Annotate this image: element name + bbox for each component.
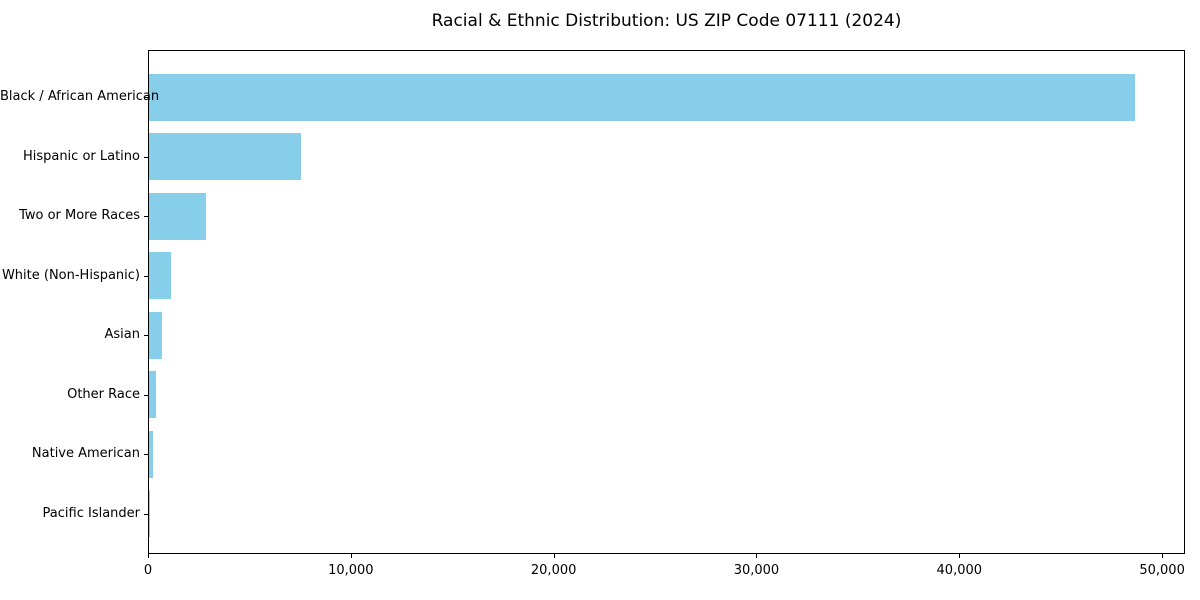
chart-title: Racial & Ethnic Distribution: US ZIP Cod… <box>431 11 902 31</box>
y-tick-label: Hispanic or Latino <box>22 148 140 164</box>
y-tick-mark <box>144 97 148 98</box>
y-tick-label: Black / African American <box>0 89 160 104</box>
x-tick-mark <box>959 554 961 558</box>
x-tick-mark <box>148 554 149 558</box>
bar-white-non-hispanic <box>149 252 172 299</box>
bar-hispanic-or-latino <box>149 133 302 180</box>
x-tick-label: 50,000 <box>1139 563 1185 578</box>
x-tick-label: 40,000 <box>936 563 983 578</box>
y-tick-mark <box>144 156 148 158</box>
y-tick-label: White (Non-Hispanic) <box>1 267 140 283</box>
y-tick-mark <box>144 513 148 515</box>
x-tick-label: 10,000 <box>328 563 374 578</box>
x-tick-label: 30,000 <box>733 563 780 578</box>
y-tick-label: Asian <box>104 327 140 342</box>
bar-other-race <box>149 371 157 418</box>
x-tick-mark <box>553 554 555 558</box>
y-tick-label: Native American <box>31 446 140 461</box>
y-tick-mark <box>144 335 148 336</box>
bar-asian <box>149 311 163 359</box>
bar-black-african-american <box>149 73 1135 121</box>
x-tick-mark <box>1162 554 1164 558</box>
plot-area <box>148 50 1185 554</box>
x-tick-mark <box>350 554 352 558</box>
y-tick-mark <box>144 454 148 455</box>
x-tick-label: 20,000 <box>530 563 577 578</box>
y-tick-mark <box>144 394 148 396</box>
y-tick-label: Other Race <box>67 386 140 402</box>
bar-pacific-islander <box>149 490 150 537</box>
x-tick-label: 0 <box>143 563 153 578</box>
y-tick-label: Pacific Islander <box>42 505 140 521</box>
bar-two-or-more-races <box>149 192 206 240</box>
y-tick-label: Two or More Races <box>19 208 140 223</box>
y-tick-mark <box>144 216 148 217</box>
bar-native-american <box>149 430 154 478</box>
y-tick-mark <box>144 275 148 277</box>
x-tick-mark <box>756 554 758 558</box>
